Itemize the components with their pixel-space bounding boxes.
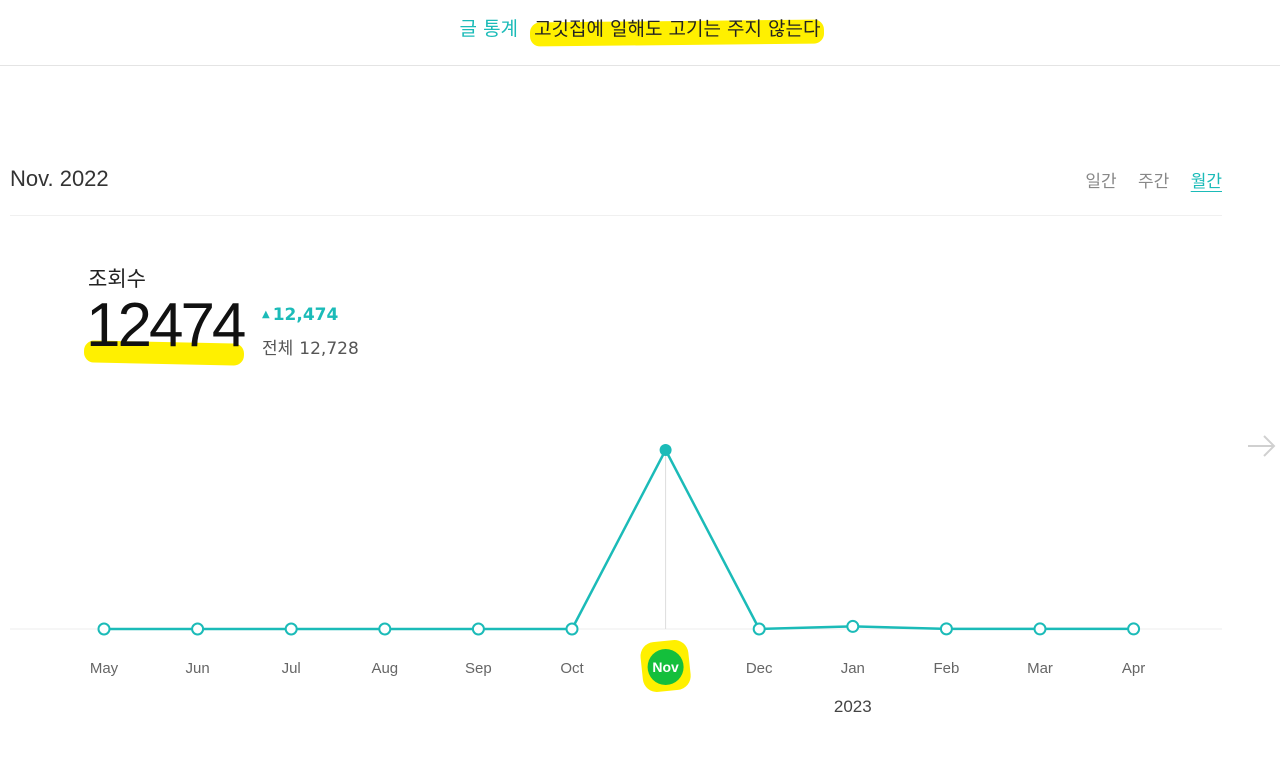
x-tick-label[interactable]: Jul: [282, 660, 301, 677]
x-tick-label[interactable]: Sep: [465, 660, 492, 677]
post-title-text: 고깃집에 일해도 고기는 주지 않는다: [534, 18, 821, 40]
data-point-jan[interactable]: [846, 619, 860, 633]
total-label: 전체: [262, 339, 294, 359]
x-tick-label[interactable]: May: [90, 660, 119, 677]
series-line: [104, 448, 1134, 631]
delta-value: 12,474: [272, 305, 339, 325]
year-label: 2023: [834, 697, 872, 716]
page-header: 글 통계 고깃집에 일해도 고기는 주지 않는다: [0, 0, 1280, 66]
metric-value: 12474: [86, 291, 246, 360]
data-point-dec[interactable]: [752, 622, 766, 636]
x-tick-label[interactable]: Jan: [841, 660, 865, 677]
data-point-nov[interactable]: [659, 444, 672, 456]
metric-value-wrap: 12474: [83, 290, 246, 366]
tab-monthly[interactable]: 월간: [1190, 172, 1222, 192]
header-content: 글 통계 고깃집에 일해도 고기는 주지 않는다: [0, 14, 1280, 47]
data-point-apr[interactable]: [1127, 622, 1141, 636]
x-tick-label[interactable]: Mar: [1027, 660, 1053, 677]
post-title[interactable]: 고깃집에 일해도 고기는 주지 않는다: [529, 18, 825, 47]
data-point-sep[interactable]: [471, 622, 485, 636]
data-point-oct[interactable]: [565, 622, 579, 636]
x-tick-label[interactable]: Aug: [371, 660, 398, 677]
tab-weekly[interactable]: 주간: [1138, 172, 1170, 192]
x-tick-label[interactable]: Apr: [1122, 660, 1145, 677]
metric-total: 전체 12,728: [262, 334, 359, 359]
metric-label: 조회수: [88, 267, 146, 291]
tab-daily[interactable]: 일간: [1085, 172, 1117, 192]
stats-label: 글 통계: [459, 18, 519, 40]
data-point-jul[interactable]: [284, 622, 298, 636]
data-point-aug[interactable]: [378, 622, 392, 636]
data-point-mar[interactable]: [1033, 622, 1047, 636]
x-tick-label-selected[interactable]: Nov: [652, 659, 679, 675]
triangle-up-icon: ▲: [262, 309, 270, 320]
metric-delta: ▲ 12,474: [262, 305, 338, 325]
data-point-feb[interactable]: [939, 622, 953, 636]
total-value: 12,728: [299, 339, 359, 359]
x-tick-label[interactable]: Dec: [746, 660, 773, 677]
x-tick-label[interactable]: Jun: [186, 660, 210, 677]
period-title: Nov. 2022: [10, 166, 109, 191]
data-point-jun[interactable]: [191, 622, 205, 636]
x-tick-label[interactable]: Oct: [560, 660, 584, 677]
selected-tick-badge[interactable]: [647, 649, 684, 685]
data-point-may[interactable]: [97, 622, 111, 636]
x-tick-label[interactable]: Feb: [933, 660, 959, 677]
header-divider: [10, 215, 1222, 216]
period-tabs: 일간 주간 월간: [1069, 167, 1222, 192]
arrow-right-icon[interactable]: [1244, 428, 1278, 464]
